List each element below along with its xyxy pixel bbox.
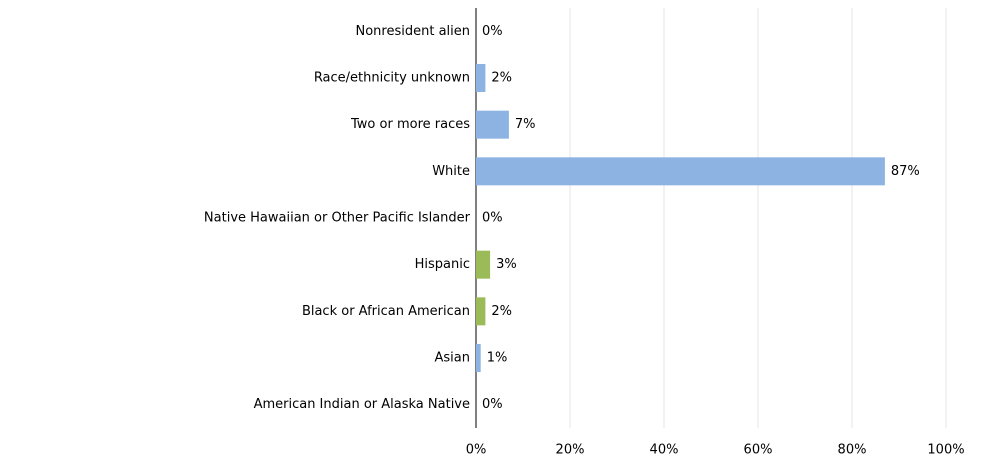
x-tick-label: 80%	[838, 443, 867, 458]
category-label: Race/ethnicity unknown	[314, 71, 470, 86]
bar	[476, 110, 509, 139]
x-tick-label: 100%	[927, 443, 964, 458]
value-label: 3%	[496, 257, 517, 272]
category-label: White	[432, 164, 470, 179]
value-label: 1%	[487, 351, 508, 366]
bar	[476, 344, 481, 372]
value-label: 0%	[482, 211, 503, 226]
value-label: 0%	[482, 24, 503, 39]
bar	[476, 297, 486, 326]
x-tick-label: 60%	[744, 443, 773, 458]
category-label: Nonresident alien	[355, 24, 470, 39]
bar	[476, 250, 491, 279]
category-label: Black or African American	[302, 304, 470, 319]
category-label: Two or more races	[350, 117, 470, 132]
category-label: Asian	[435, 351, 470, 366]
value-label: 2%	[491, 304, 512, 319]
value-label: 2%	[491, 71, 512, 86]
x-tick-label: 40%	[650, 443, 679, 458]
value-label: 87%	[891, 164, 920, 179]
x-tick-label: 0%	[466, 443, 487, 458]
x-tick-label: 20%	[556, 443, 585, 458]
bar	[476, 64, 486, 92]
category-label: American Indian or Alaska Native	[254, 397, 470, 412]
category-label: Hispanic	[415, 257, 470, 272]
value-label: 7%	[515, 117, 536, 132]
value-label: 0%	[482, 397, 503, 412]
category-label: Native Hawaiian or Other Pacific Islande…	[204, 211, 471, 226]
bar	[476, 157, 885, 186]
